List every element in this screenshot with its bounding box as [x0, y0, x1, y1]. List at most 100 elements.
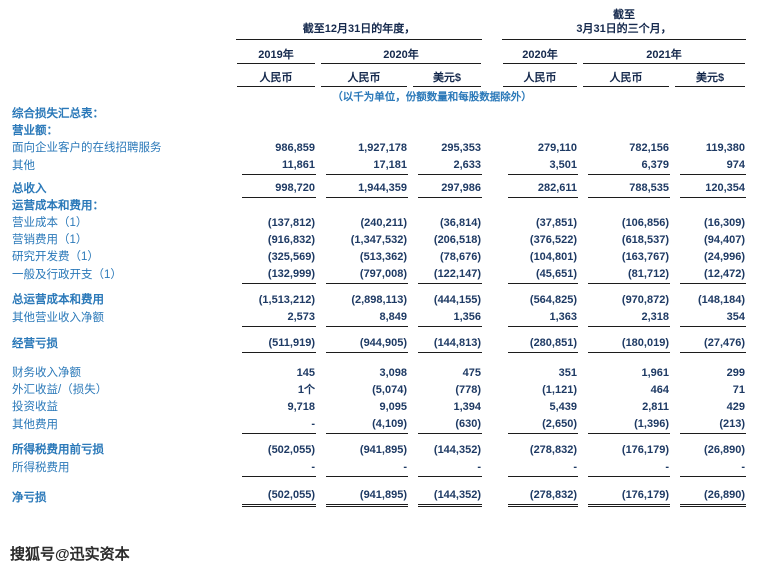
value-cell: 782,156 — [580, 140, 672, 157]
value: (12,472) — [680, 266, 747, 284]
group-gap — [484, 215, 500, 232]
spacer-row — [12, 477, 748, 487]
year-cell-2020-q1: 2020年 — [500, 40, 580, 64]
value: (278,832) — [529, 444, 577, 456]
value-cell — [500, 123, 580, 140]
value: (24,996) — [704, 251, 746, 263]
value-cell: - — [672, 459, 748, 477]
currency-label: 人民币 — [321, 67, 407, 87]
value-cell: (144,352) — [410, 487, 484, 507]
row-label: 投资收益 — [12, 401, 58, 413]
value: - — [242, 459, 316, 477]
value: 5,439 — [549, 401, 577, 413]
table-body: 综合损失汇总表： 营业额： 面向企业客户的在线招聘服务 986,859 1,927,17… — [12, 106, 748, 507]
header-period-row: 截至12月31日的年度， 截至 3月31日的三个月， — [12, 8, 748, 40]
value: (970,872) — [621, 294, 669, 306]
value-cell: (916,832) — [234, 232, 318, 249]
value-cell: (176,179) — [580, 442, 672, 459]
value-cell: (81,712) — [580, 266, 672, 284]
header-gap-cell — [484, 8, 500, 40]
value: - — [508, 459, 578, 477]
row-label: 净亏损 — [12, 492, 47, 504]
value-cell: 282,611 — [500, 180, 580, 198]
group-gap — [484, 232, 500, 249]
value-cell: 788,535 — [580, 180, 672, 198]
value-cell: (941,895) — [318, 442, 410, 459]
value-cell: (618,537) — [580, 232, 672, 249]
value-cell: 2,811 — [580, 399, 672, 416]
year-cell-2020: 2020年 — [318, 40, 484, 64]
table-row: 其他营业收入净额 2,573 8,849 1,356 1,363 2,318 354 — [12, 309, 748, 327]
row-label: 一般及行政开支（1） — [12, 269, 122, 281]
value — [508, 106, 578, 123]
value-cell: 429 — [672, 399, 748, 416]
group-gap — [484, 140, 500, 157]
value-cell: (26,890) — [672, 442, 748, 459]
table-row: 运营成本和费用： — [12, 198, 748, 215]
value: (144,352) — [418, 487, 482, 507]
value: (81,712) — [588, 266, 670, 284]
value-cell: 1,394 — [410, 399, 484, 416]
value-cell — [410, 123, 484, 140]
row-label: 面向企业客户的在线招聘服务 — [12, 142, 162, 154]
header-empty-cell — [12, 87, 234, 106]
value: (104,801) — [529, 251, 577, 263]
value: 1,356 — [418, 309, 482, 327]
value-cell: - — [580, 459, 672, 477]
value: (122,147) — [418, 266, 482, 284]
value-cell: 974 — [672, 157, 748, 175]
value: (797,008) — [326, 266, 408, 284]
value: - — [588, 459, 670, 477]
value-cell: (163,767) — [580, 249, 672, 266]
value: 1,944,359 — [326, 180, 408, 198]
value: (163,767) — [621, 251, 669, 263]
table-row: 其他费用 - (4,109) (630) (2,650) (1,396) (213) — [12, 416, 748, 434]
value: 295,353 — [441, 142, 481, 154]
unit-note-cell: （以千为单位，份额数量和每股数据除外） — [234, 87, 748, 106]
value-cell: (24,996) — [672, 249, 748, 266]
table-row: 其他 11,861 17,181 2,633 3,501 6,379 974 — [12, 157, 748, 175]
value: 282,611 — [508, 180, 578, 198]
value: 1个 — [297, 384, 315, 396]
value: 1,363 — [508, 309, 578, 327]
value-cell: (797,008) — [318, 266, 410, 284]
value: (325,569) — [267, 251, 315, 263]
value: (240,211) — [360, 217, 407, 229]
currency-cell: 人民币 — [500, 64, 580, 87]
value: (4,109) — [326, 416, 408, 434]
group-gap — [484, 157, 500, 175]
value: (37,851) — [536, 217, 577, 229]
watermark: 搜狐号@迅实资本 — [10, 543, 130, 564]
value-cell — [672, 198, 748, 215]
value-cell: (36,814) — [410, 215, 484, 232]
table-row: 投资收益 9,718 9,095 1,394 5,439 2,811 429 — [12, 399, 748, 416]
financial-statement-page: 截至12月31日的年度， 截至 3月31日的三个月， 2019年 2020 — [0, 8, 768, 563]
value-cell: - — [318, 459, 410, 477]
row-label: 财务收入净额 — [12, 367, 81, 379]
value-cell: 3,098 — [318, 365, 410, 382]
value: (513,362) — [359, 251, 407, 263]
currency-label: 人民币 — [503, 67, 577, 87]
value-cell: 351 — [500, 365, 580, 382]
value-cell: 3,501 — [500, 157, 580, 175]
row-label: 营业成本（1） — [12, 217, 88, 229]
table-row: 财务收入净额 145 3,098 475 351 1,961 299 — [12, 365, 748, 382]
value-cell: (144,813) — [410, 335, 484, 353]
value: (213) — [680, 416, 747, 434]
value-cell: 145 — [234, 365, 318, 382]
group-gap — [484, 123, 500, 140]
value — [418, 106, 482, 123]
header-year-row: 2019年 2020年 2020年 2021年 — [12, 40, 748, 64]
value: 1,927,178 — [358, 142, 407, 154]
value-cell: 119,380 — [672, 140, 748, 157]
value-cell: (12,472) — [672, 266, 748, 284]
value: (376,522) — [529, 234, 577, 246]
value-cell: (944,905) — [318, 335, 410, 353]
value: (2,898,113) — [351, 294, 407, 306]
value: (78,676) — [440, 251, 481, 263]
header-empty-cell — [12, 40, 234, 64]
value: (941,895) — [359, 444, 407, 456]
value-cell: (1,121) — [500, 382, 580, 399]
value-cell: 998,720 — [234, 180, 318, 198]
value: (5,074) — [372, 384, 407, 396]
